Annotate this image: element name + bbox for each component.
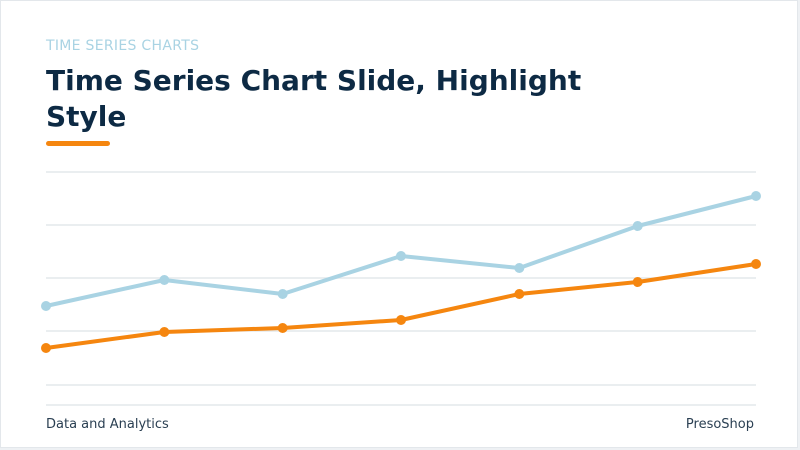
series-2-point xyxy=(41,343,51,353)
series-line-2 xyxy=(44,262,758,350)
series-1-point xyxy=(396,251,406,261)
series-1-point xyxy=(277,289,288,299)
series-2-point xyxy=(632,277,643,287)
slide-eyebrow: TIME SERIES CHARTS xyxy=(46,38,200,54)
series-1-point xyxy=(514,263,525,273)
series-2-point xyxy=(277,323,288,333)
series-2-point xyxy=(396,315,406,325)
footer-brand-label: PresoShop xyxy=(685,417,754,432)
series-1-point xyxy=(632,221,643,231)
chart-series xyxy=(41,191,761,353)
series-1-point xyxy=(159,275,170,285)
series-2-point xyxy=(514,289,525,299)
series-2-point xyxy=(751,259,761,269)
series-2-point xyxy=(159,327,170,337)
title-accent-bar xyxy=(46,141,110,146)
series-1-point xyxy=(41,301,51,311)
slide-title: Time Series Chart Slide, Highlight Style xyxy=(46,64,582,133)
series-1-point xyxy=(751,191,761,201)
chart-gridlines xyxy=(46,171,756,406)
footer-left-label: Data and Analytics xyxy=(46,417,169,432)
